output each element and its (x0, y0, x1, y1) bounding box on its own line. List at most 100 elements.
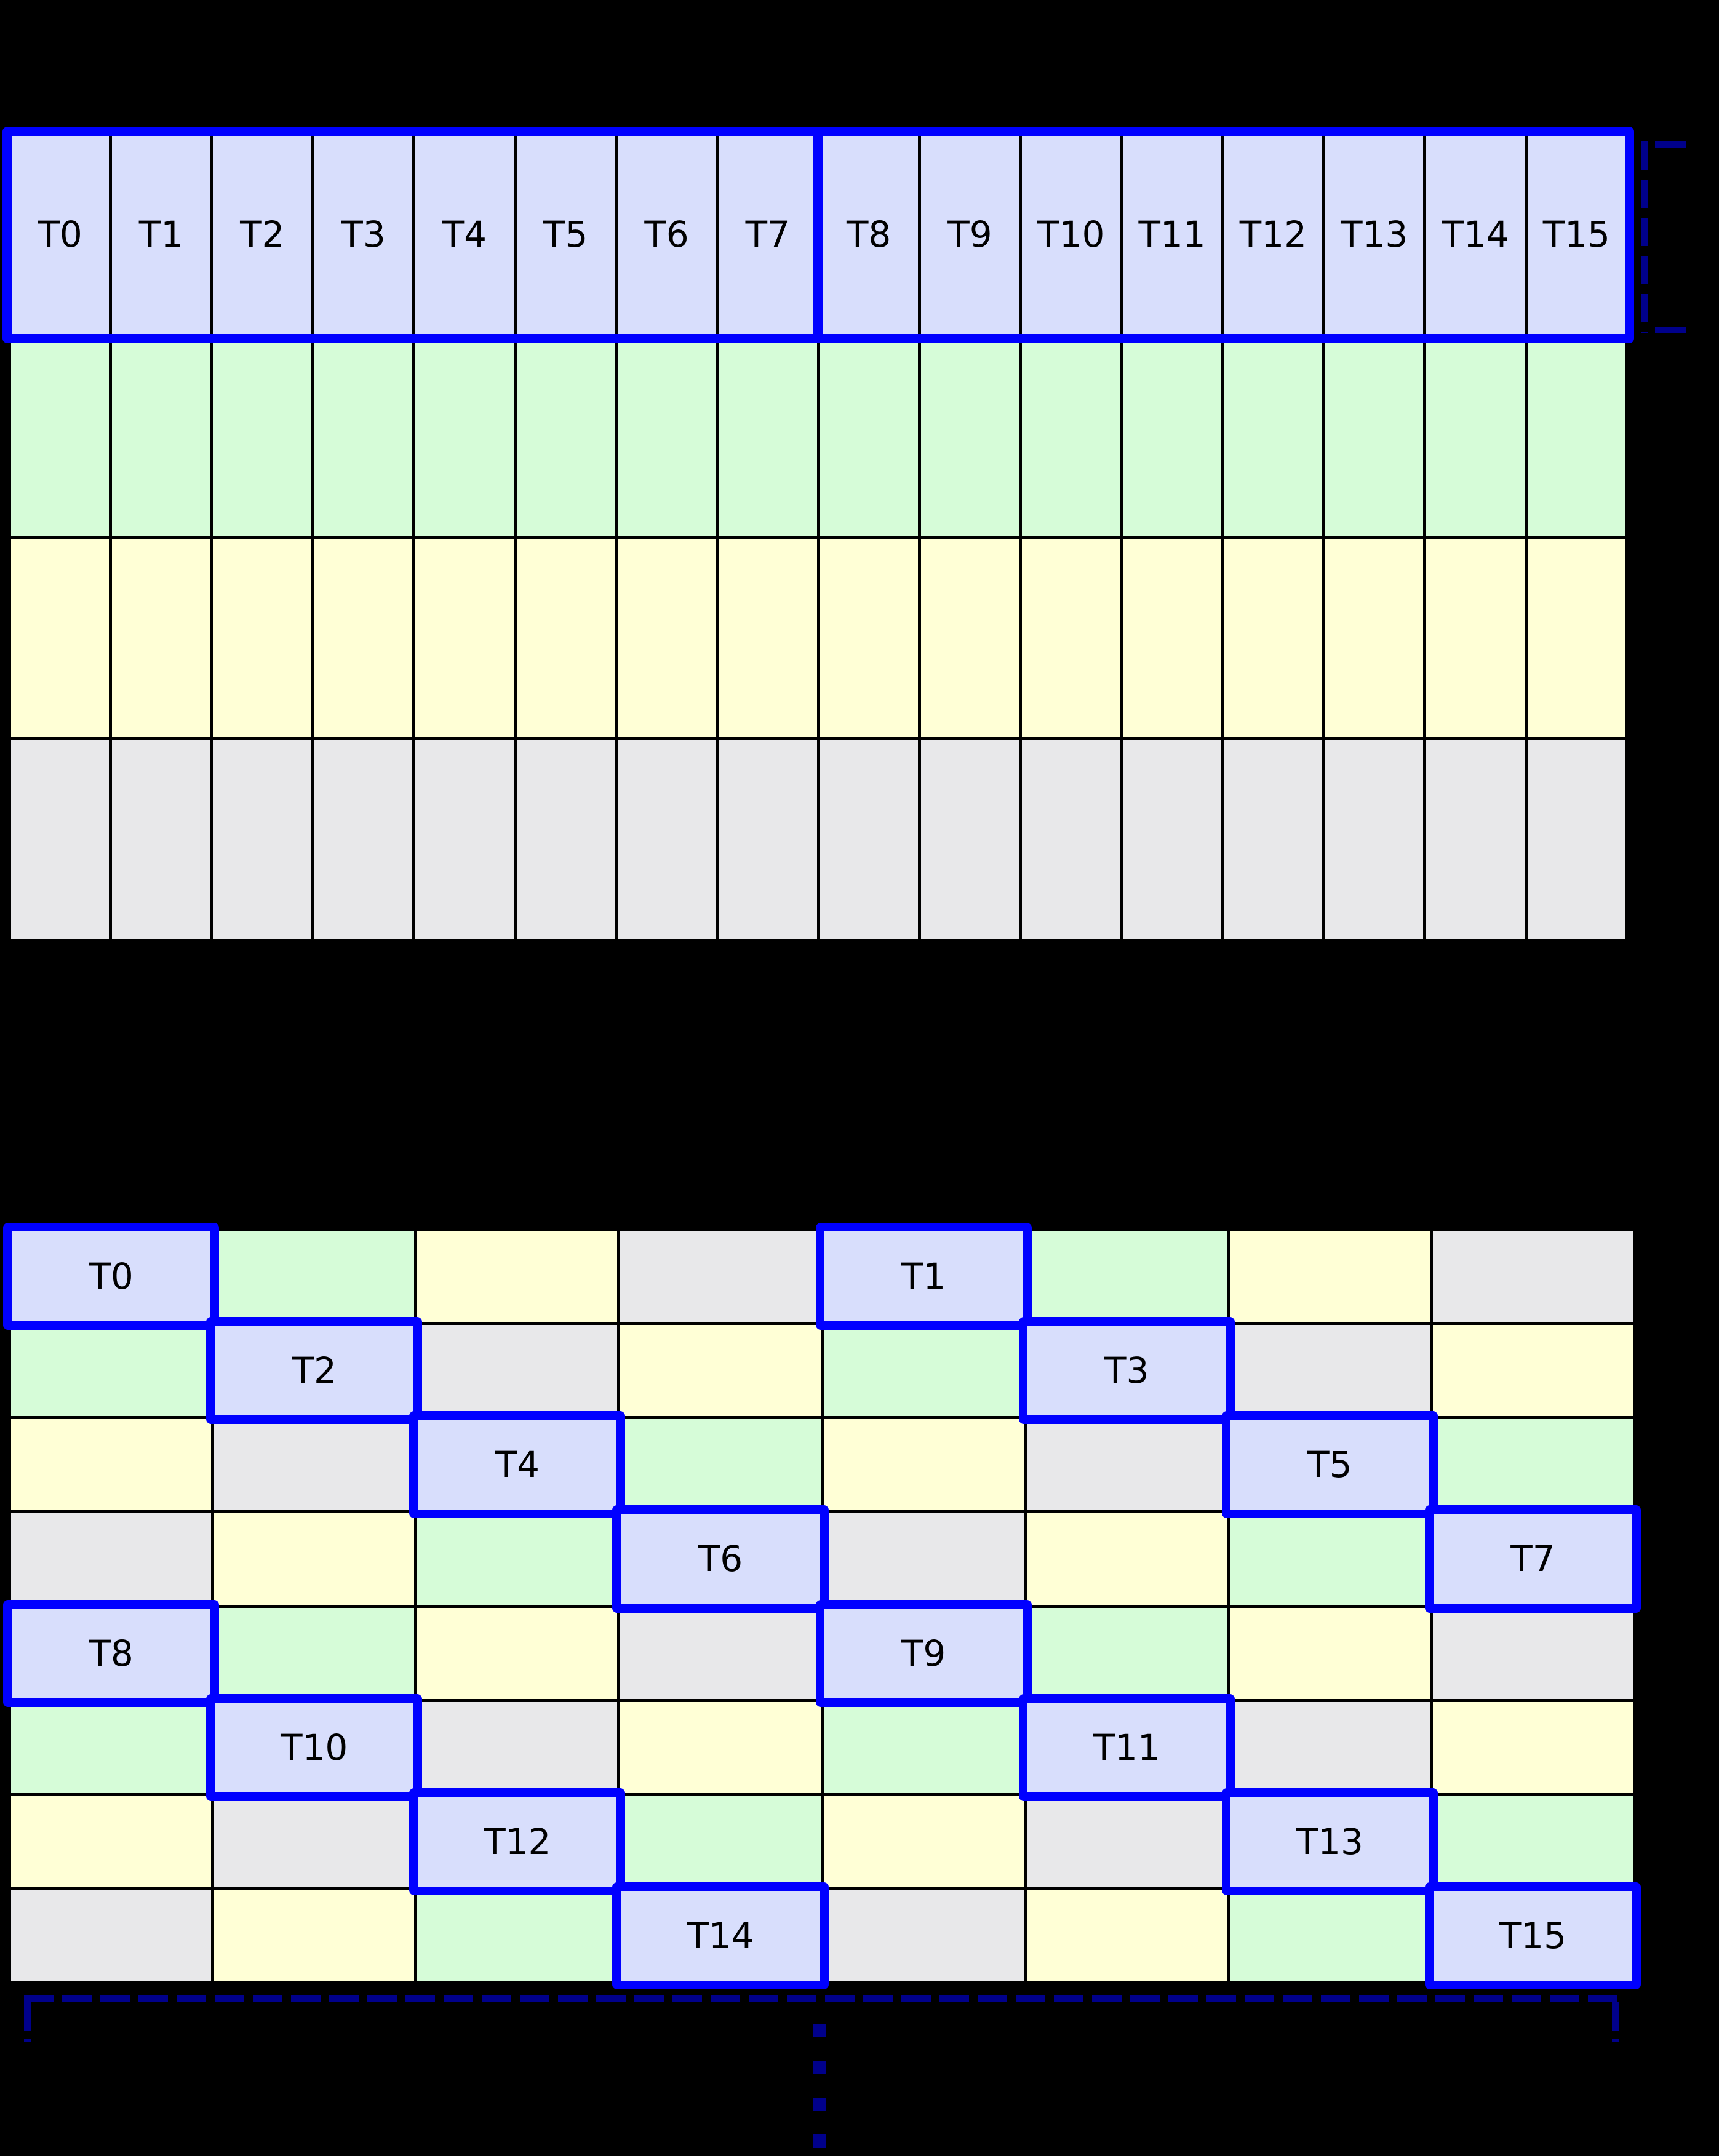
matrix-cell (11, 1701, 212, 1793)
width-bracket (24, 1995, 1619, 2042)
matrix-cell (1229, 1513, 1430, 1605)
matrix-cell (1229, 1231, 1430, 1323)
matrix-cell (11, 1796, 212, 1887)
memory-cell (1325, 538, 1424, 738)
matrix-cell (214, 1890, 415, 1981)
thread-access-cell: T2 (206, 1317, 423, 1425)
memory-cell (213, 336, 311, 536)
thread-access-cell: T5 (1221, 1411, 1438, 1519)
segment-bracket-bottom-tick (1655, 327, 1686, 333)
memory-cell (11, 740, 110, 939)
thread-memory-access-table: T0 T1 T2 T3 T4 T5 T6 T7 T8 T9 T10 T11 T12 T13 T14 T15 (2, 127, 1634, 942)
matrix-cell (1432, 1325, 1633, 1417)
thread-cell: T4 (415, 135, 514, 334)
thread-cell: T9 (920, 135, 1019, 334)
matrix-cell (620, 1607, 821, 1699)
memory-cell (1527, 336, 1625, 536)
thread-cell: T10 (1022, 135, 1120, 334)
thread-access-cell: T1 (815, 1222, 1032, 1331)
strided-access-table: T0 T1 T2 T3 T4 T5 T6 T7 T8 T9 T10 T11 T12 T13 T14 T15 (2, 1222, 1641, 1990)
memory-cell (415, 740, 514, 939)
matrix-cell (620, 1796, 821, 1887)
memory-cell (1123, 740, 1221, 939)
memory-cell (314, 740, 413, 939)
matrix-cell (823, 1796, 1024, 1887)
thread-access-cell: T3 (1018, 1317, 1235, 1425)
memory-cell (1426, 538, 1525, 738)
memory-cell (920, 336, 1019, 536)
thread-cell: T3 (314, 135, 413, 334)
thread-cell: T15 (1527, 135, 1625, 334)
thread-access-cell: T4 (409, 1411, 626, 1519)
memory-cell (1224, 740, 1323, 939)
thread-access-cell: T14 (612, 1882, 829, 1990)
thread-access-cell: T0 (2, 1222, 220, 1331)
thread-cell: T6 (617, 135, 716, 334)
memory-cell (1325, 740, 1424, 939)
matrix-cell (620, 1701, 821, 1793)
memory-cell (1325, 336, 1424, 536)
memory-cell (112, 336, 210, 536)
thread-access-cell: T12 (409, 1788, 626, 1896)
thread-access-cell: T7 (1424, 1505, 1641, 1613)
thread-cell: T1 (112, 135, 210, 334)
thread-access-cell: T13 (1221, 1788, 1438, 1896)
thread-access-cell: T15 (1424, 1882, 1641, 1990)
memory-cell (1123, 336, 1221, 536)
memory-cell (1022, 740, 1120, 939)
matrix-cell (11, 1513, 212, 1605)
matrix-cell (1229, 1607, 1430, 1699)
memory-cell (1527, 740, 1625, 939)
thread-cell: T0 (11, 135, 110, 334)
memory-cell (516, 740, 615, 939)
matrix-cell (1026, 1890, 1227, 1981)
matrix-cell (11, 1325, 212, 1417)
matrix-cell (823, 1701, 1024, 1793)
memory-cell (112, 740, 210, 939)
segment-bracket (1641, 141, 1689, 333)
matrix-cell (823, 1325, 1024, 1417)
matrix-cell (214, 1607, 415, 1699)
matrix-cell (1229, 1701, 1430, 1793)
thread-cell: T7 (719, 135, 817, 334)
memory-cell (1123, 538, 1221, 738)
memory-cell (820, 740, 918, 939)
half-warp-group-divider (813, 127, 823, 343)
matrix-cell (1432, 1419, 1633, 1511)
thread-access-cell: T11 (1018, 1693, 1235, 1801)
memory-cell (314, 538, 413, 738)
width-bracket-right-tick (1612, 2002, 1619, 2042)
thread-cell: T14 (1426, 135, 1525, 334)
matrix-cell (214, 1513, 415, 1605)
matrix-cell (620, 1419, 821, 1511)
matrix-cell (1026, 1513, 1227, 1605)
matrix-cell (1026, 1607, 1227, 1699)
thread-cell: T11 (1123, 135, 1221, 334)
matrix-cell (1026, 1796, 1227, 1887)
memory-cell (1426, 740, 1525, 939)
memory-cell (920, 538, 1019, 738)
matrix-cell (823, 1513, 1024, 1605)
matrix-cell (214, 1796, 415, 1887)
thread-cell: T12 (1224, 135, 1323, 334)
matrix-cell (214, 1231, 415, 1323)
matrix-cell (214, 1419, 415, 1511)
matrix-cell (417, 1513, 618, 1605)
memory-cell (719, 740, 817, 939)
memory-cell (516, 538, 615, 738)
thread-access-cell: T10 (206, 1693, 423, 1801)
thread-cell: T5 (516, 135, 615, 334)
memory-cell (516, 336, 615, 536)
thread-cell: T13 (1325, 135, 1424, 334)
matrix-cell (417, 1231, 618, 1323)
width-bracket-left-tick (24, 2002, 31, 2042)
matrix-cell (417, 1607, 618, 1699)
width-bracket-line (24, 1995, 1619, 2002)
memory-cell (213, 538, 311, 738)
memory-cell (820, 336, 918, 536)
memory-cell (719, 336, 817, 536)
memory-cell (415, 336, 514, 536)
thread-access-cell: T8 (2, 1599, 220, 1707)
memory-cell (719, 538, 817, 738)
memory-cell (1527, 538, 1625, 738)
